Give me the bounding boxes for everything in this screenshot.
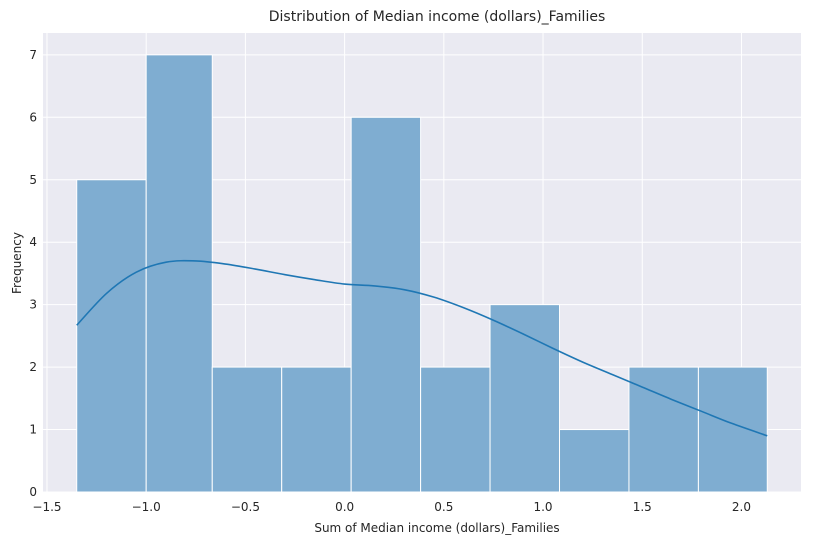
x-tick-label-7: 2.0	[732, 500, 751, 514]
histogram-bar-1	[145, 54, 213, 493]
y-tick-label-4: 4	[29, 235, 37, 249]
histogram-bar-2	[211, 366, 283, 493]
histogram-bar-0	[76, 179, 147, 493]
x-tick-label-5: 1.0	[533, 500, 552, 514]
y-axis-label: Frequency	[10, 232, 24, 294]
histogram-bar-9	[697, 366, 768, 493]
x-tick-label-0: −1.5	[32, 500, 61, 514]
x-tick-label-2: −0.5	[231, 500, 260, 514]
histogram-bar-5	[420, 366, 491, 493]
y-tick-label-3: 3	[29, 298, 37, 312]
y-tick-label-5: 5	[29, 173, 37, 187]
histogram-bar-6	[489, 304, 561, 493]
histogram-bar-8	[628, 366, 699, 493]
y-tick-label-6: 6	[29, 110, 37, 124]
x-axis-ticks: −1.5 −1.0 −0.5 0.0 0.5 1.0 1.5 2.0	[32, 500, 751, 514]
chart-title: Distribution of Median income (dollars)_…	[269, 9, 606, 25]
x-tick-label-4: 0.5	[434, 500, 453, 514]
y-tick-label-2: 2	[29, 360, 37, 374]
x-tick-label-1: −1.0	[132, 500, 161, 514]
histogram-bar-3	[281, 366, 352, 493]
histogram-bar-4	[350, 116, 422, 493]
x-axis-label: Sum of Median income (dollars)_Families	[314, 521, 559, 535]
y-tick-label-7: 7	[29, 48, 37, 62]
y-tick-label-1: 1	[29, 423, 37, 437]
y-axis-ticks: 0 1 2 3 4 5 6 7	[29, 48, 37, 499]
x-tick-label-6: 1.5	[633, 500, 652, 514]
histogram-bars	[76, 54, 768, 493]
y-tick-label-0: 0	[29, 485, 37, 499]
kde-curve	[76, 259, 768, 437]
histogram-bar-7	[559, 429, 630, 493]
x-tick-label-3: 0.0	[335, 500, 354, 514]
